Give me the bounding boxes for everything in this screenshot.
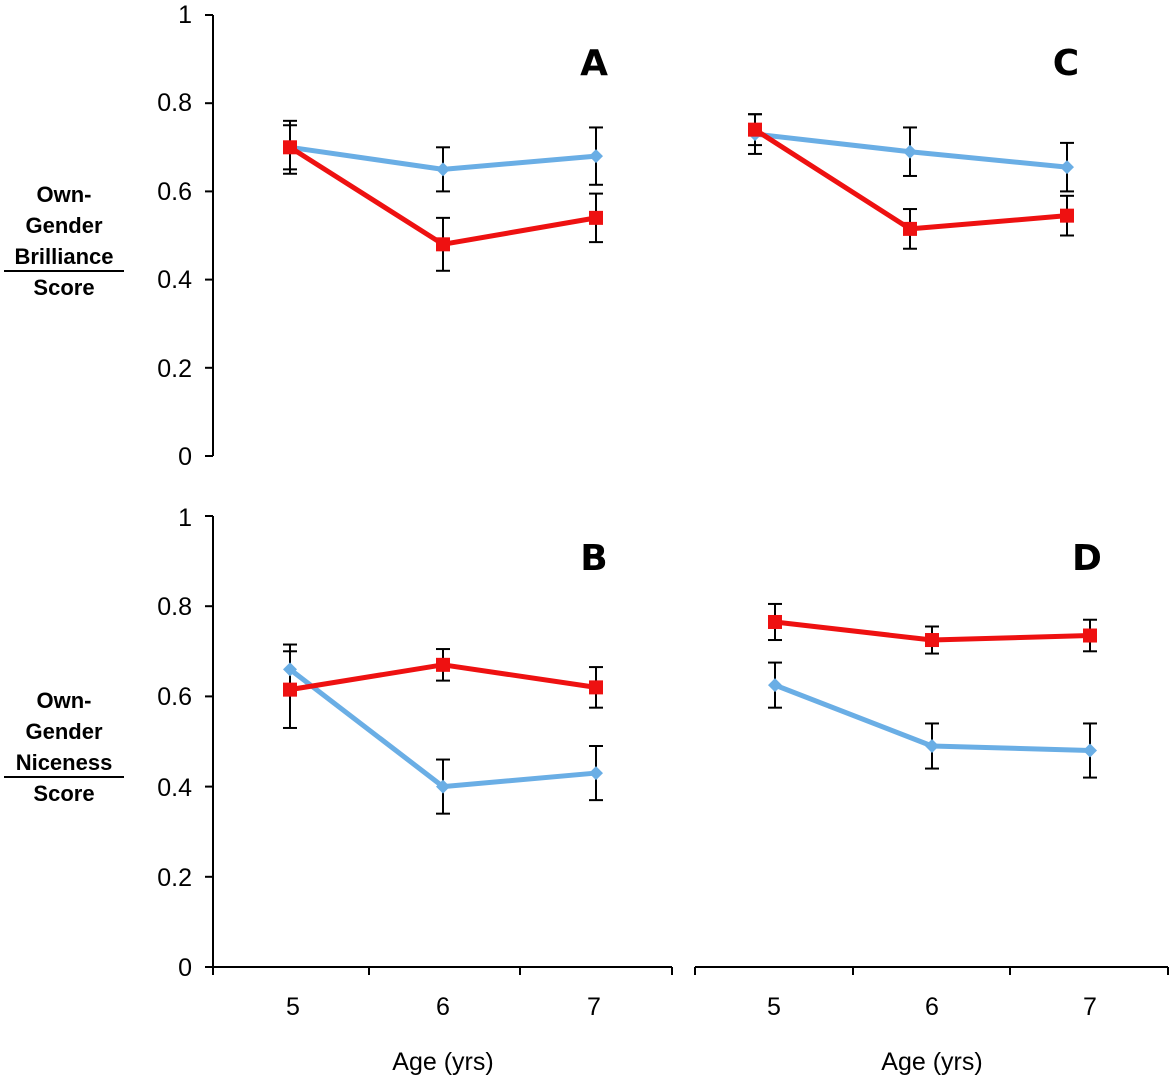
xtick-label: 6 <box>436 993 450 1021</box>
ytick-labels-top: 0 0.2 0.4 0.6 0.8 1 <box>157 1 192 471</box>
xtick-label: 7 <box>1083 993 1097 1021</box>
panel-letter-c: C <box>1053 43 1079 84</box>
panel-b: B <box>205 515 673 975</box>
xaxis-title-left: Age (yrs) <box>392 1048 493 1076</box>
ytick-label: 0.8 <box>157 89 192 117</box>
ytick-label: 0.4 <box>157 774 192 802</box>
xtick-label: 6 <box>925 993 939 1021</box>
red-square-marker <box>1083 628 1097 643</box>
red-square-marker <box>436 657 450 672</box>
blue-diamond-marker <box>589 766 603 781</box>
panel-letter-d: D <box>1072 538 1102 579</box>
red-square-marker <box>748 122 762 137</box>
red-square-marker <box>589 210 603 225</box>
xtick-label: 5 <box>286 993 300 1021</box>
xtick-labels-left: 5 6 7 <box>286 993 601 1021</box>
ytick-label: 0.2 <box>157 864 192 892</box>
ytick-label: 0 <box>178 954 192 982</box>
red-square-marker <box>1060 208 1074 223</box>
red-square-marker <box>283 140 297 155</box>
ylabel-brilliance: Own- Gender Brilliance Score <box>4 182 124 300</box>
blue-diamond-marker <box>903 144 917 159</box>
panel-a: A <box>205 14 608 457</box>
red-square-marker <box>903 221 917 236</box>
red-square-marker <box>283 682 297 697</box>
panel-letter-a: A <box>580 43 608 84</box>
blue-diamond-marker <box>589 149 603 164</box>
blue-diamond-marker <box>436 162 450 177</box>
ylabel-niceness: Own- Gender Niceness Score <box>4 688 124 806</box>
blue-diamond-marker <box>1060 160 1074 175</box>
ylabel-brilliance-line1: Own- <box>37 182 92 207</box>
red-square-marker <box>436 237 450 252</box>
ytick-label: 1 <box>178 504 192 532</box>
xtick-labels-right: 5 6 7 <box>767 993 1097 1021</box>
ytick-label: 0.6 <box>157 683 192 711</box>
panel-c: C <box>748 43 1079 250</box>
blue-diamond-marker <box>1083 743 1097 758</box>
ytick-label: 0 <box>178 443 192 471</box>
blue-diamond-marker <box>436 779 450 794</box>
ylabel-brilliance-line2: Gender <box>25 213 102 238</box>
red-square-marker <box>768 614 782 629</box>
ytick-label: 0.4 <box>157 266 192 294</box>
xtick-label: 5 <box>767 993 781 1021</box>
blue-diamond-marker <box>768 678 782 693</box>
ytick-label: 0.2 <box>157 355 192 383</box>
ylabel-niceness-line3: Niceness <box>16 750 113 775</box>
panel-letter-b: B <box>580 538 607 579</box>
ylabel-niceness-line1: Own- <box>37 688 92 713</box>
panel-d: D <box>694 538 1169 975</box>
red-square-marker <box>589 680 603 695</box>
blue-diamond-marker <box>283 662 297 677</box>
ylabel-niceness-line4: Score <box>33 781 94 806</box>
ytick-label: 1 <box>178 1 192 29</box>
ylabel-niceness-line2: Gender <box>25 719 102 744</box>
ylabel-brilliance-line4: Score <box>33 275 94 300</box>
ytick-label: 0.6 <box>157 178 192 206</box>
ytick-labels-bottom: 0 0.2 0.4 0.6 0.8 1 <box>157 504 192 982</box>
xtick-label: 7 <box>587 993 601 1021</box>
ylabel-brilliance-line3: Brilliance <box>14 244 113 269</box>
red-square-marker <box>925 633 939 648</box>
ytick-label: 0.8 <box>157 593 192 621</box>
blue-diamond-marker <box>925 739 939 754</box>
xaxis-title-right: Age (yrs) <box>881 1048 982 1076</box>
